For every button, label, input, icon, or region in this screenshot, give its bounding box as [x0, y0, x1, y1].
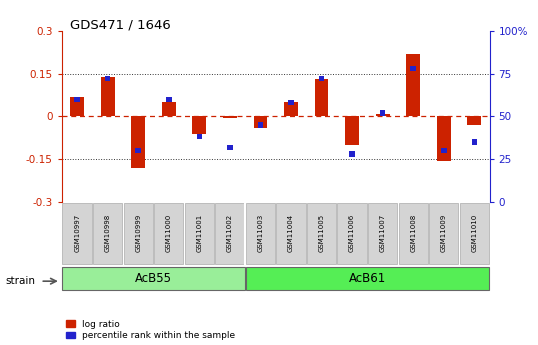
Text: GSM10997: GSM10997 — [74, 213, 80, 252]
Text: GSM11008: GSM11008 — [410, 213, 416, 252]
Bar — [368, 203, 398, 264]
Bar — [223, 117, 237, 118]
Text: GSM11003: GSM11003 — [258, 213, 264, 252]
Bar — [166, 97, 172, 102]
Bar — [399, 203, 428, 264]
Bar — [62, 203, 92, 264]
Bar — [345, 117, 359, 145]
Text: GSM11010: GSM11010 — [471, 213, 477, 252]
Bar — [288, 100, 294, 105]
Bar — [253, 117, 267, 128]
Text: GSM11005: GSM11005 — [318, 214, 324, 252]
Bar — [124, 203, 153, 264]
Text: GSM11002: GSM11002 — [227, 214, 233, 252]
Bar — [307, 203, 336, 264]
Legend: log ratio, percentile rank within the sample: log ratio, percentile rank within the sa… — [66, 320, 235, 341]
Text: GSM11001: GSM11001 — [196, 213, 202, 252]
Bar — [246, 267, 489, 290]
Text: AcB55: AcB55 — [135, 272, 172, 285]
Bar — [376, 114, 390, 117]
Bar — [437, 117, 451, 160]
Text: GSM11007: GSM11007 — [380, 213, 386, 252]
Text: GSM11006: GSM11006 — [349, 213, 355, 252]
Bar — [410, 66, 416, 71]
Bar — [349, 151, 355, 157]
Bar — [105, 76, 110, 81]
Bar — [277, 203, 306, 264]
Bar — [406, 54, 420, 117]
Bar — [319, 76, 324, 81]
Bar — [315, 79, 328, 117]
Text: GSM10998: GSM10998 — [105, 213, 111, 252]
Bar — [258, 122, 263, 128]
Bar — [154, 203, 183, 264]
Text: GSM10999: GSM10999 — [135, 213, 141, 252]
Bar — [380, 110, 385, 116]
Bar — [246, 203, 275, 264]
Bar — [62, 267, 245, 290]
Bar — [429, 203, 458, 264]
Bar — [70, 97, 84, 117]
Text: GSM11004: GSM11004 — [288, 214, 294, 252]
Bar — [193, 117, 206, 134]
Bar — [215, 203, 245, 264]
Bar — [136, 148, 141, 153]
Bar — [131, 117, 145, 168]
Bar — [74, 97, 80, 102]
Bar — [459, 203, 489, 264]
Bar — [101, 77, 115, 117]
Bar — [337, 203, 367, 264]
Bar — [441, 148, 447, 153]
Bar — [227, 145, 232, 150]
Text: GSM11000: GSM11000 — [166, 213, 172, 252]
Bar — [93, 203, 122, 264]
Text: GSM11009: GSM11009 — [441, 213, 447, 252]
Bar — [196, 134, 202, 139]
Bar — [185, 203, 214, 264]
Text: strain: strain — [5, 276, 36, 286]
Bar — [468, 117, 481, 125]
Text: GDS471 / 1646: GDS471 / 1646 — [70, 19, 171, 32]
Bar — [284, 102, 298, 117]
Bar — [162, 102, 176, 117]
Bar — [471, 139, 477, 145]
Text: AcB61: AcB61 — [349, 272, 386, 285]
